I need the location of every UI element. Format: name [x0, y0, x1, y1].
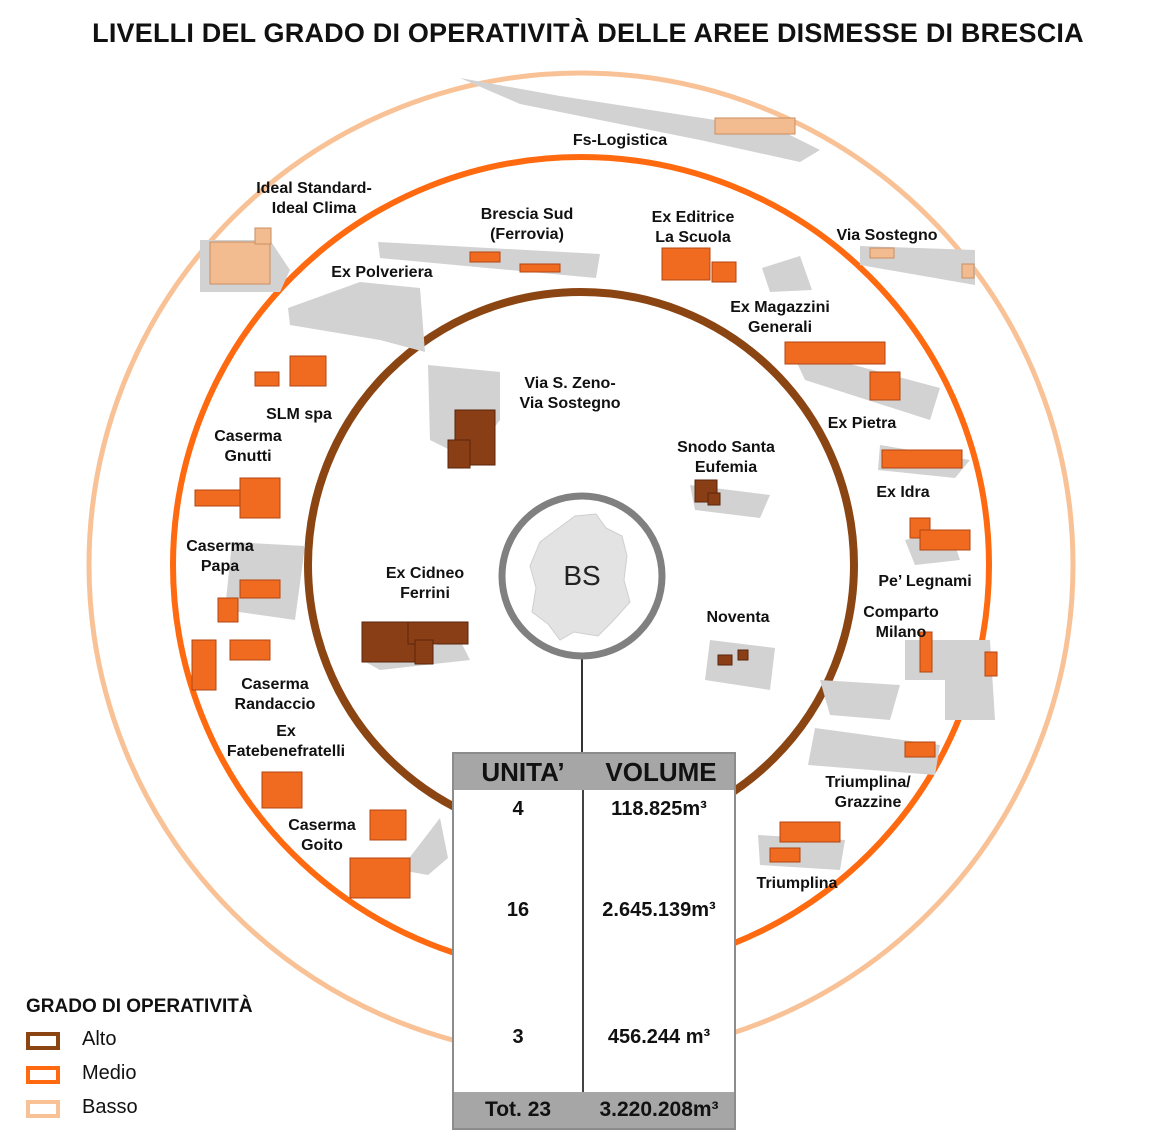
- label-line: Fatebenefratelli: [227, 743, 345, 760]
- label-pe-legnami: Pe’ Legnami: [878, 573, 971, 590]
- label-line: Randaccio: [235, 696, 316, 713]
- label-caserma-randaccio: Caserma Randaccio: [235, 676, 316, 713]
- label-line: Goito: [301, 837, 343, 854]
- label-ex-idra: Ex Idra: [876, 484, 929, 501]
- label-line: Grazzine: [835, 794, 902, 811]
- label-line: Gnutti: [224, 448, 271, 465]
- row-basso-unita: 3: [512, 1026, 524, 1048]
- legend-swatch-alto: [26, 1032, 60, 1050]
- legend-swatch-medio: [26, 1066, 60, 1084]
- buildings-basso: [209, 117, 975, 285]
- label-line: Papa: [201, 558, 239, 575]
- table-divider: [582, 790, 584, 1096]
- row-alto-volume: 118.825m³: [611, 798, 707, 820]
- label-ex-editrice: Ex Editrice La Scuola: [652, 209, 735, 246]
- label-via-s-zeno: Via S. Zeno-Via Sostegno: [519, 375, 620, 412]
- center-label: BS: [563, 560, 600, 591]
- row-alto-unita: 4: [512, 798, 524, 820]
- label-line: Eufemia: [695, 459, 757, 476]
- legend-label-medio: Medio: [82, 1062, 137, 1084]
- header-volume: VOLUME: [605, 757, 717, 787]
- table-header: UNITA’ VOLUME: [454, 754, 734, 790]
- table-footer: Tot. 23 3.220.208m³: [454, 1092, 734, 1128]
- label-line: La Scuola: [655, 229, 731, 246]
- legend-item-alto: Alto: [26, 1024, 253, 1058]
- label-ex-polveriera: Ex Polveriera: [331, 264, 433, 281]
- label-line: Milano: [876, 624, 927, 641]
- legend: GRADO DI OPERATIVITÀ Alto Medio Basso: [26, 996, 253, 1126]
- legend-title: GRADO DI OPERATIVITÀ: [26, 996, 253, 1017]
- row-basso-volume: 456.244 m³: [607, 1026, 711, 1048]
- label-line: Ferrini: [400, 585, 450, 602]
- legend-label-basso: Basso: [82, 1096, 138, 1118]
- label-brescia-sud: Brescia Sud (Ferrovia): [481, 206, 573, 243]
- summary-table: UNITA’ VOLUME 4 118.825m³ 16 2.645.139m³…: [452, 752, 736, 1130]
- label-triumplina: Triumplina: [757, 875, 838, 892]
- total-volume: 3.220.208m³: [599, 1098, 719, 1121]
- label-ex-pietra: Ex Pietra: [828, 415, 897, 432]
- label-triumplina-grazzine: Triumplina/Grazzine: [825, 774, 911, 811]
- label-line: Via Sostegno: [519, 395, 620, 412]
- row-medio-unita: 16: [506, 899, 530, 921]
- row-medio-volume: 2.645.139m³: [602, 899, 716, 921]
- buildings-medio: [191, 247, 998, 899]
- label-ideal-standard: Ideal Standard-Ideal Clima: [256, 180, 372, 217]
- label-line: (Ferrovia): [490, 226, 564, 243]
- label-slm-spa: SLM spa: [266, 406, 332, 423]
- label-comparto-milano: Comparto Milano: [863, 604, 939, 641]
- label-line: Ideal Clima: [272, 200, 357, 217]
- label-caserma-papa: Caserma Papa: [186, 538, 254, 575]
- legend-label-alto: Alto: [82, 1028, 117, 1050]
- label-ex-magazzini: Ex Magazzini Generali: [730, 299, 830, 336]
- label-line: Generali: [748, 319, 812, 336]
- label-ex-fatebenefratelli: Ex Fatebenefratelli: [227, 723, 345, 760]
- label-caserma-gnutti: Caserma Gnutti: [214, 428, 282, 465]
- label-fs-logistica: Fs-Logistica: [573, 132, 667, 149]
- page-title: LIVELLI DEL GRADO DI OPERATIVITÀ DELLE A…: [92, 18, 1084, 48]
- label-caserma-goito: Caserma Goito: [288, 817, 356, 854]
- label-snodo-santa-eufemia: Snodo Santa Eufemia: [677, 439, 775, 476]
- total-unita: Tot. 23: [484, 1098, 552, 1121]
- buildings-alto: [361, 409, 749, 666]
- legend-item-medio: Medio: [26, 1058, 253, 1092]
- brescia-shape: [529, 513, 631, 641]
- label-via-sostegno: Via Sostegno: [836, 227, 937, 244]
- header-unita: UNITA’: [481, 757, 565, 787]
- area-labels: Fs-Logistica Ideal Standard-Ideal Clima …: [186, 132, 971, 892]
- legend-swatch-basso: [26, 1100, 60, 1118]
- legend-item-basso: Basso: [26, 1092, 253, 1126]
- label-noventa: Noventa: [706, 609, 769, 626]
- label-ex-cidneo-ferrini: Ex Cidneo Ferrini: [386, 565, 464, 602]
